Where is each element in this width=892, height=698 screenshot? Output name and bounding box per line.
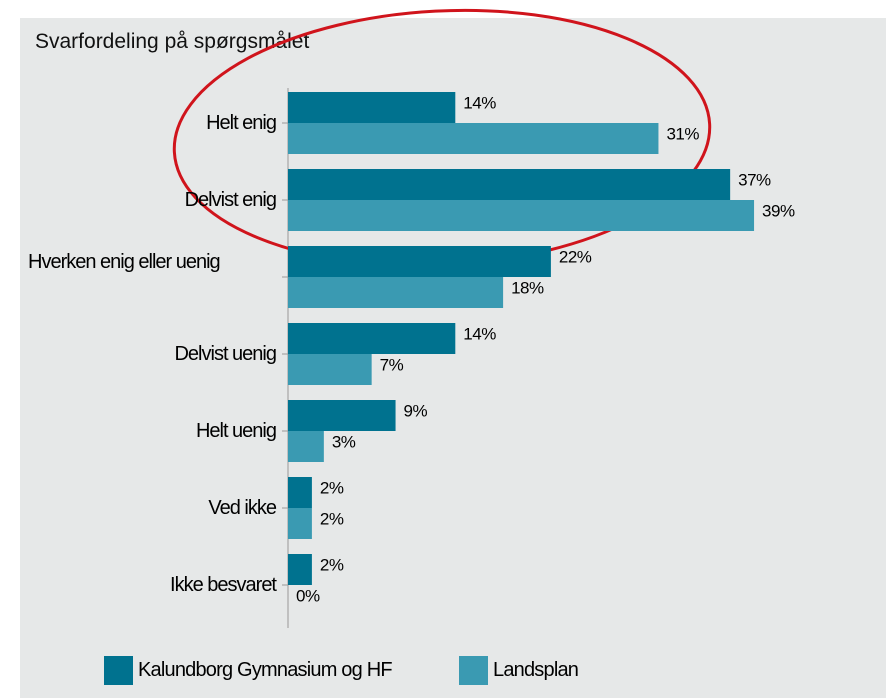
legend-label: Kalundborg Gymnasium og HF (138, 659, 393, 681)
chart-title: Svarfordeling på spørgsmålet (35, 30, 310, 53)
category-label: Ikke besvaret (170, 574, 277, 596)
value-label: 2% (320, 478, 344, 497)
bar (288, 477, 312, 508)
value-label: 22% (559, 247, 592, 266)
bar (288, 92, 456, 123)
legend-swatch (104, 656, 133, 685)
bar (288, 554, 312, 585)
bar (288, 123, 659, 154)
value-label: 37% (738, 170, 771, 189)
legend-label: Landsplan (493, 659, 579, 681)
value-label: 14% (463, 324, 496, 343)
bar (288, 277, 504, 308)
bar (288, 169, 731, 200)
value-label: 3% (332, 432, 356, 451)
value-label: 7% (380, 355, 404, 374)
bar (288, 400, 396, 431)
value-label: 18% (511, 278, 544, 297)
bar (288, 246, 551, 277)
category-label: Helt enig (206, 112, 277, 134)
bar (288, 431, 324, 462)
value-label: 2% (320, 509, 344, 528)
bar (288, 200, 755, 231)
bar (288, 508, 312, 539)
value-label: 2% (320, 555, 344, 574)
category-label: Ved ikke (208, 497, 277, 519)
category-label: Delvist enig (184, 189, 277, 211)
category-label: Helt uenig (195, 420, 277, 442)
bar (288, 354, 372, 385)
value-label: 0% (296, 586, 320, 605)
value-label: 31% (666, 124, 699, 143)
bar (288, 323, 456, 354)
legend-swatch (459, 656, 488, 685)
category-label: Delvist uenig (174, 343, 277, 365)
category-label: Hverken enig eller uenig (28, 251, 221, 273)
value-label: 39% (762, 201, 795, 220)
value-label: 9% (404, 401, 428, 420)
value-label: 14% (463, 93, 496, 112)
